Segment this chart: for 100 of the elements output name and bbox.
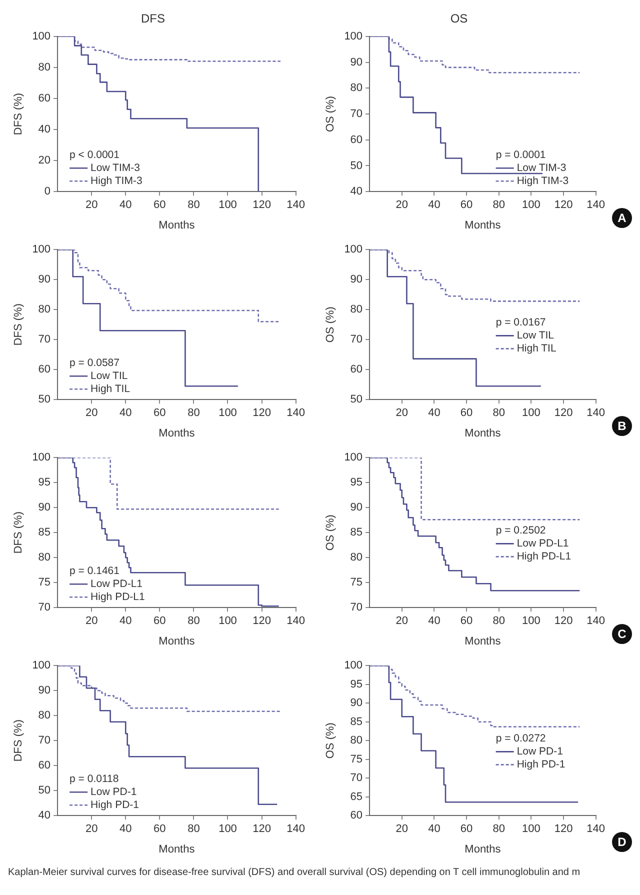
x-tick-label: 80 bbox=[188, 199, 200, 212]
x-tick-label: 120 bbox=[252, 823, 271, 836]
x-tick-label: 40 bbox=[120, 199, 132, 212]
x-tick-label: 60 bbox=[460, 199, 473, 212]
x-tick-label: 20 bbox=[396, 199, 408, 212]
legend-label: Low TIM-3 bbox=[90, 162, 140, 174]
legend-label: Low TIM-3 bbox=[516, 162, 566, 174]
legend-label: Low PD-L1 bbox=[516, 538, 569, 550]
x-tick-label: 140 bbox=[586, 199, 606, 212]
annotation: p < 0.0001 bbox=[70, 148, 120, 161]
y-tick-label: 50 bbox=[38, 394, 51, 406]
legend-label: High TIM-3 bbox=[516, 174, 569, 187]
annotation: p = 0.0167 bbox=[496, 316, 546, 329]
y-tick-label: 85 bbox=[38, 526, 51, 539]
x-tick-label: 40 bbox=[428, 823, 440, 836]
x-tick-label: 20 bbox=[396, 407, 408, 420]
x-tick-label: 120 bbox=[554, 615, 573, 628]
x-tick-label: 100 bbox=[218, 615, 237, 628]
y-tick-label: 70 bbox=[350, 602, 363, 614]
x-tick-label: 80 bbox=[492, 615, 505, 628]
x-tick-label: 80 bbox=[188, 823, 200, 836]
text: Kaplan-Meier survival curves for disease-free survival (DFS) and overall survival (OS) depending on T cell immunoglobulin and m bbox=[8, 866, 582, 879]
y-tick-label: 100 bbox=[344, 244, 363, 256]
x-tick-label: 60 bbox=[460, 615, 473, 628]
x-axis-title: Months bbox=[464, 635, 502, 648]
y-axis-title: OS (%) bbox=[324, 514, 337, 551]
y-tick-label: 100 bbox=[344, 30, 363, 42]
x-tick-label: 20 bbox=[396, 823, 408, 836]
x-tick-label: 120 bbox=[252, 615, 271, 628]
x-tick-label: 20 bbox=[85, 407, 98, 420]
x-axis-title: Months bbox=[464, 843, 502, 856]
x-tick-label: 40 bbox=[428, 199, 440, 212]
annotation: p = 0.0001 bbox=[496, 148, 546, 161]
annotation: p = 0.0272 bbox=[496, 732, 546, 745]
y-tick-label: 40 bbox=[38, 810, 51, 822]
x-tick-label: 140 bbox=[586, 407, 606, 420]
y-tick-label: 60 bbox=[38, 760, 51, 772]
x-tick-label: 120 bbox=[554, 823, 573, 836]
x-tick-label: 40 bbox=[428, 407, 440, 420]
x-tick-label: 60 bbox=[154, 615, 166, 628]
y-axis-title: OS (%) bbox=[324, 722, 337, 759]
x-tick-label: 100 bbox=[522, 407, 540, 420]
y-tick-label: 90 bbox=[350, 502, 363, 514]
y-tick-label: 50 bbox=[350, 160, 363, 172]
x-tick-label: 60 bbox=[154, 199, 166, 212]
y-tick-label: 90 bbox=[38, 684, 51, 697]
y-tick-label: 90 bbox=[350, 697, 363, 710]
y-axis-title: OS (%) bbox=[324, 306, 337, 343]
y-tick-label: 100 bbox=[344, 660, 363, 672]
x-tick-label: 60 bbox=[154, 407, 166, 420]
legend-label: High TIM-3 bbox=[90, 174, 142, 187]
x-tick-label: 20 bbox=[85, 823, 98, 836]
y-axis-title: DFS (%) bbox=[12, 92, 25, 136]
y-tick-label: 75 bbox=[350, 576, 363, 589]
panel-label: C bbox=[612, 624, 632, 644]
chart-title: OS bbox=[450, 12, 468, 26]
y-tick-label: 100 bbox=[32, 244, 51, 256]
y-tick-label: 50 bbox=[38, 784, 51, 797]
x-tick-label: 80 bbox=[188, 407, 200, 420]
x-tick-label: 40 bbox=[428, 615, 440, 628]
y-tick-label: 50 bbox=[350, 394, 363, 406]
legend-label: High PD-1 bbox=[90, 798, 140, 811]
x-tick-label: 60 bbox=[460, 823, 473, 836]
chart-title: DFS bbox=[141, 12, 165, 26]
x-tick-label: 60 bbox=[154, 823, 166, 836]
y-tick-label: 85 bbox=[350, 526, 363, 539]
y-tick-label: 60 bbox=[38, 364, 51, 376]
y-tick-label: 90 bbox=[350, 56, 363, 68]
y-tick-label: 75 bbox=[38, 576, 51, 589]
y-tick-label: 70 bbox=[38, 734, 51, 747]
x-tick-label: 100 bbox=[218, 407, 237, 420]
y-tick-label: 90 bbox=[38, 502, 51, 514]
x-axis-title: Months bbox=[158, 635, 196, 648]
y-tick-label: 65 bbox=[350, 790, 363, 803]
x-tick-label: 40 bbox=[120, 615, 132, 628]
y-axis-title: DFS (%) bbox=[12, 720, 25, 762]
x-tick-label: 80 bbox=[492, 407, 505, 420]
y-tick-label: 95 bbox=[350, 678, 363, 690]
x-tick-label: 140 bbox=[586, 823, 606, 836]
y-tick-label: 80 bbox=[350, 304, 363, 316]
y-axis-title: DFS (%) bbox=[12, 304, 25, 346]
x-tick-label: 140 bbox=[286, 407, 306, 420]
y-tick-label: 80 bbox=[350, 734, 363, 747]
x-tick-label: 60 bbox=[460, 407, 473, 420]
legend-label: Low TIL bbox=[516, 330, 554, 342]
y-tick-label: 90 bbox=[350, 274, 363, 286]
y-tick-label: 70 bbox=[350, 772, 363, 784]
y-tick-label: 70 bbox=[38, 334, 51, 346]
annotation: p = 0.2502 bbox=[496, 524, 546, 537]
annotation: p = 0.0587 bbox=[70, 356, 120, 369]
x-tick-label: 100 bbox=[218, 199, 237, 212]
x-tick-label: 140 bbox=[586, 615, 606, 628]
y-tick-label: 80 bbox=[38, 304, 51, 316]
panel-label: A bbox=[612, 208, 632, 228]
x-tick-label: 120 bbox=[252, 199, 271, 212]
y-tick-label: 90 bbox=[38, 274, 51, 286]
x-tick-label: 140 bbox=[286, 199, 306, 212]
y-tick-label: 80 bbox=[38, 552, 51, 564]
x-tick-label: 100 bbox=[522, 199, 540, 212]
legend-label: High PD-L1 bbox=[90, 590, 145, 603]
